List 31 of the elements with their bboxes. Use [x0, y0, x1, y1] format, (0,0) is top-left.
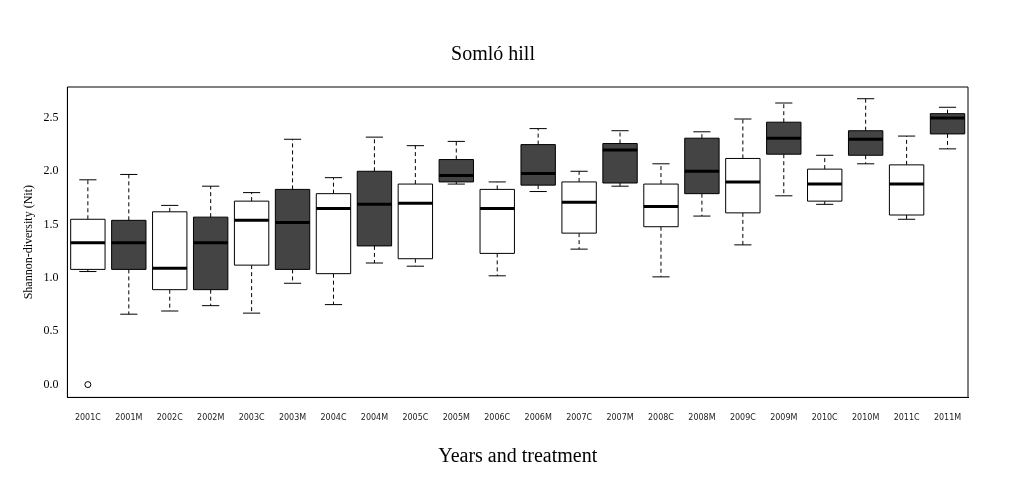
x-tick-label: 2011M [933, 413, 962, 423]
y-tick-label: 2.5 [43, 110, 59, 125]
y-tick-label: 0.5 [43, 323, 59, 338]
x-tick-label: 2009C [729, 413, 757, 423]
x-tick-label: 2004M [360, 413, 389, 423]
x-tick-label: 2007M [606, 413, 634, 423]
x-tick-label: 2008M [688, 413, 716, 423]
y-tick-label: 2.0 [43, 163, 59, 178]
x-tick-label: 2002C [156, 413, 184, 423]
x-tick-label: 2007C [566, 413, 593, 423]
x-tick-label: 2005M [442, 413, 471, 423]
y-axis-title: Shannon-diversity (Nit) [21, 185, 36, 300]
x-tick-label: 2001M [115, 413, 143, 423]
x-tick-label: 2010M [852, 413, 880, 423]
x-tick-label: 2006M [524, 413, 552, 423]
y-tick-label: 0.0 [43, 376, 59, 391]
x-tick-label: 2004C [320, 413, 347, 423]
x-tick-label: 2006C [484, 413, 511, 423]
x-tick-label: 2008C [648, 413, 675, 423]
y-tick-label: 1.0 [43, 270, 59, 285]
x-tick-label: 2001C [74, 413, 102, 423]
chart-title: Somló hill [451, 42, 536, 65]
x-tick-label: 2011C [893, 413, 920, 423]
x-tick-label: 2003M [278, 413, 307, 423]
x-tick-label: 2003C [238, 413, 265, 423]
y-tick-label: 1.5 [43, 216, 59, 231]
x-axis-title: Years and treatment [438, 444, 598, 467]
x-tick-label: 2010C [811, 413, 839, 423]
x-tick-label: 2002M [197, 413, 225, 423]
x-tick-label: 2005C [402, 413, 429, 423]
x-tick-label: 2009M [770, 413, 798, 423]
